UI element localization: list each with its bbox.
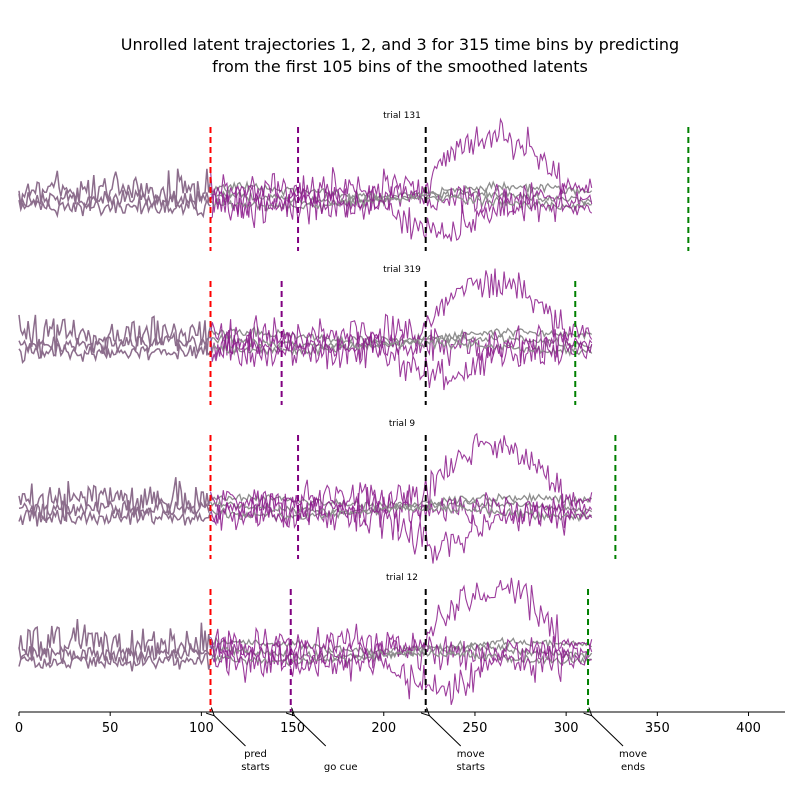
trial-label: trial 319 (383, 265, 421, 275)
smoothed-series (18, 650, 212, 672)
actual-series (210, 191, 592, 213)
trial-panel: trial 9 (18, 419, 617, 564)
x-tick-label: 100 (189, 721, 214, 736)
x-tick-label: 350 (645, 721, 670, 736)
smoothed-series (18, 188, 212, 210)
trial-panel: trial 131 (18, 111, 690, 251)
predicted-series (209, 268, 593, 355)
trial-panel: trial 319 (18, 265, 593, 405)
x-tick-label: 150 (280, 721, 305, 736)
annotation-label: go cue (324, 762, 358, 773)
predicted-series (209, 331, 593, 391)
smoothed-series (18, 314, 212, 359)
actual-series (209, 333, 593, 352)
annotation-arrow (294, 715, 327, 747)
annotation-arrow (591, 715, 624, 747)
x-tick-label: 300 (554, 721, 579, 736)
trial-label: trial 12 (386, 573, 418, 583)
x-tick-label: 50 (102, 721, 119, 736)
trial-panel: trial 12 (18, 573, 593, 712)
actual-series (210, 325, 593, 347)
chart-title-line-2: from the first 105 bins of the smoothed … (212, 57, 588, 76)
smoothed-series (18, 477, 212, 524)
x-tick-label: 250 (463, 721, 488, 736)
smoothed-series (18, 643, 212, 665)
trial-label: trial 131 (383, 111, 421, 121)
x-tick-label: 200 (371, 721, 396, 736)
annotation-arrow (214, 715, 246, 747)
smoothed-series (18, 342, 212, 365)
predicted-series (209, 323, 593, 366)
x-tick-label: 0 (15, 721, 23, 736)
smoothed-series (18, 619, 212, 666)
trial-label: trial 9 (389, 419, 416, 429)
x-tick-label: 400 (736, 721, 761, 736)
smoothed-series (18, 507, 212, 527)
predicted-series (209, 432, 593, 521)
annotation-label: pred starts (241, 749, 270, 773)
smoothed-series (18, 168, 212, 211)
smoothed-series (18, 196, 211, 219)
predicted-series (210, 577, 593, 669)
predicted-series (210, 185, 593, 242)
predicted-series (210, 497, 593, 564)
predicted-series (209, 117, 593, 204)
annotation-label: move starts (456, 749, 485, 773)
chart-title-line-1: Unrolled latent trajectories 1, 2, and 3… (120, 35, 680, 54)
actual-series (209, 646, 592, 667)
annotation-label: move ends (619, 749, 647, 773)
smoothed-series (18, 497, 212, 519)
annotation-arrow (429, 715, 462, 747)
predicted-series (209, 641, 592, 705)
